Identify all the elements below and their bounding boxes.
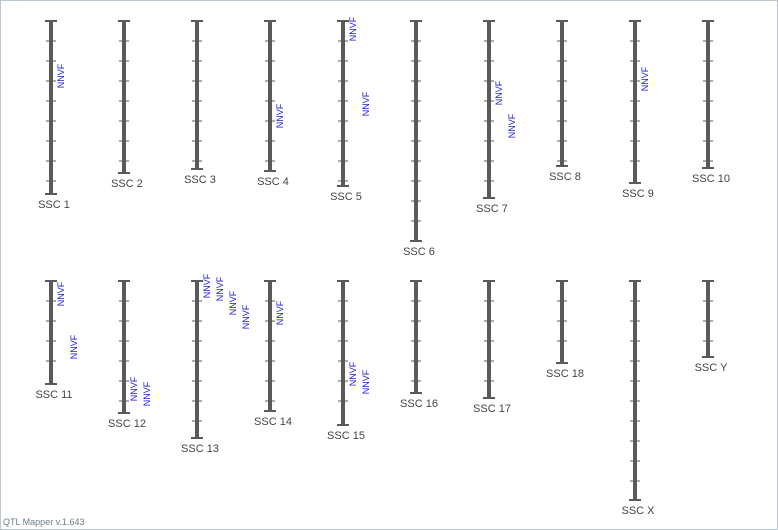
chromosome-bar bbox=[268, 281, 272, 411]
chromosome-bar bbox=[487, 21, 491, 198]
qtl-label: NNVF bbox=[129, 376, 139, 401]
qtl-label: NNVF bbox=[348, 361, 358, 386]
chromosome: SSC 5 NNVF NNVF bbox=[330, 16, 371, 203]
chromosome-label: SSC 13 bbox=[181, 443, 219, 455]
chromosome-label: SSC 17 bbox=[473, 403, 511, 415]
chromosome-bar bbox=[560, 281, 564, 363]
chromosome: SSC Y bbox=[695, 280, 728, 374]
chromosome-label: SSC 15 bbox=[327, 430, 365, 442]
chromosome-bar bbox=[414, 281, 418, 393]
chromosome: SSC 18 bbox=[546, 280, 584, 380]
chromosome-label: SSC 3 bbox=[184, 174, 216, 186]
chromosome-label: SSC 18 bbox=[546, 368, 584, 380]
chromosome: SSC 10 bbox=[692, 20, 730, 185]
chromosome-label: SSC 9 bbox=[622, 188, 654, 200]
chromosome-bar bbox=[487, 281, 491, 398]
chromosome: SSC 15 NNVF NNVF bbox=[327, 280, 371, 442]
chromosome-bar bbox=[195, 21, 199, 169]
chromosome-label: SSC 14 bbox=[254, 416, 292, 428]
qtl-label: NNVF bbox=[640, 66, 650, 91]
qtl-label: NNVF bbox=[275, 103, 285, 128]
qtl-label: NNVF bbox=[228, 290, 238, 315]
chromosome-bar bbox=[195, 281, 199, 438]
chromosome: SSC X bbox=[621, 280, 655, 517]
qtl-label: NNVF bbox=[142, 381, 152, 406]
chromosome: SSC 1 NNVF bbox=[38, 20, 70, 211]
qtl-label: NNVF bbox=[241, 304, 251, 329]
chromosome-label: SSC 10 bbox=[692, 173, 730, 185]
chromosome-bar bbox=[341, 21, 345, 186]
chromosome-label: SSC 11 bbox=[35, 389, 72, 401]
chromosome-label: SSC Y bbox=[695, 362, 728, 374]
chromosome-bar bbox=[414, 21, 418, 241]
chromosome-label: SSC 1 bbox=[38, 199, 70, 211]
qtl-label: NNVF bbox=[361, 369, 371, 394]
chromosome-label: SSC 4 bbox=[257, 176, 289, 188]
chromosome: SSC 8 bbox=[549, 20, 581, 183]
qtl-label: NNVF bbox=[494, 80, 504, 105]
chromosome-bar bbox=[49, 281, 53, 384]
chromosome: SSC 6 bbox=[403, 20, 435, 258]
chromosome: SSC 4 NNVF bbox=[257, 20, 289, 188]
qtl-label: NNVF bbox=[215, 276, 225, 301]
qtl-label: NNVF bbox=[507, 113, 517, 138]
chromosome: SSC 17 bbox=[473, 280, 511, 415]
chromosome: SSC 12 NNVF NNVF bbox=[108, 280, 152, 430]
chromosome-label: SSC 16 bbox=[400, 398, 438, 410]
qtl-label: NNVF bbox=[275, 300, 285, 325]
qtl-label: NNVF bbox=[56, 281, 66, 306]
chromosome-label: SSC 12 bbox=[108, 418, 146, 430]
qtl-label: NNVF bbox=[56, 63, 66, 88]
chromosome-bar bbox=[122, 281, 126, 413]
chromosome-label: SSC 2 bbox=[111, 178, 143, 190]
qtl-label: NNVF bbox=[202, 273, 212, 298]
chromosome-label: SSC 6 bbox=[403, 246, 435, 258]
chromosome: SSC 2 bbox=[111, 20, 143, 190]
chromosome-bar bbox=[49, 21, 53, 194]
chromosome: SSC 3 bbox=[184, 20, 216, 186]
qtl-label: NNVF bbox=[361, 91, 371, 116]
chromosome-bar bbox=[268, 21, 272, 171]
chromosome-label: SSC 5 bbox=[330, 191, 362, 203]
chromosome: SSC 9 NNVF bbox=[622, 20, 654, 200]
chromosome-bar bbox=[633, 281, 637, 500]
chromosome-label: SSC X bbox=[621, 505, 655, 517]
chromosome: SSC 16 bbox=[400, 280, 438, 410]
chromosome-bar bbox=[560, 21, 564, 166]
qtl-label: NNVF bbox=[348, 16, 358, 41]
chromosome: SSC 11 NNVF NNVF bbox=[35, 280, 79, 401]
chromosome-bar bbox=[633, 21, 637, 183]
chromosome: SSC 14 NNVF bbox=[254, 280, 292, 428]
footer: QTL Mapper v.1.643 bbox=[3, 517, 85, 527]
chromosome-bar bbox=[122, 21, 126, 173]
chromosome-label: SSC 7 bbox=[476, 203, 508, 215]
chromosome-bar bbox=[706, 21, 710, 168]
chromosome-bar bbox=[341, 281, 345, 425]
chromosome-label: SSC 8 bbox=[549, 171, 581, 183]
chromosome-bar bbox=[706, 281, 710, 357]
qtl-label: NNVF bbox=[69, 334, 79, 359]
